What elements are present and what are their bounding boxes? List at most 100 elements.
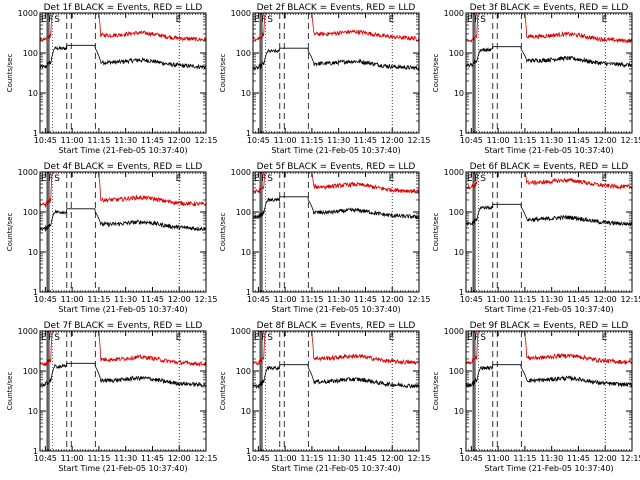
plot-frame (252, 330, 420, 452)
x-tick-label: 11:45 (354, 136, 377, 145)
x-tick-label: 12:00 (594, 136, 617, 145)
e-marker-label-left: E (41, 174, 47, 184)
x-tick-label: 11:45 (141, 295, 164, 304)
x-tick-label: 10:45 (247, 454, 270, 463)
y-axis-label: Counts/sec (6, 372, 14, 411)
x-tick-label: 10:45 (34, 295, 57, 304)
y-tick-label: 10 (28, 407, 38, 416)
x-tick-label: 10:45 (460, 136, 483, 145)
e-marker-label-left: E (467, 333, 473, 343)
s-marker-label: S (267, 174, 273, 184)
y-tick-label: 100 (23, 49, 38, 58)
plot-frame (465, 12, 633, 134)
panel-title: Det 1f BLACK = Events, RED = LLD (44, 3, 203, 13)
x-axis-label: Start Time (21-Feb-05 10:37:40) (58, 146, 187, 155)
y-tick-label: 1000 (444, 168, 464, 177)
x-tick-label: 11:00 (274, 136, 297, 145)
x-tick-label: 11:30 (114, 136, 137, 145)
x-tick-label: 11:00 (274, 295, 297, 304)
panel-title: Det 9f BLACK = Events, RED = LLD (470, 321, 629, 331)
panel-title: Det 8f BLACK = Events, RED = LLD (257, 321, 416, 331)
x-tick-label: 12:00 (168, 454, 191, 463)
events-series-line (253, 47, 419, 72)
y-tick-label: 100 (449, 367, 464, 376)
events-series-line (40, 44, 206, 70)
panel-title: Det 5f BLACK = Events, RED = LLD (257, 162, 416, 172)
x-tick-label: 11:30 (540, 454, 563, 463)
x-tick-label: 12:00 (168, 136, 191, 145)
y-axis-label: Counts/sec (432, 54, 440, 93)
e-marker-label: E (602, 15, 608, 25)
s-marker-label: S (480, 15, 486, 25)
x-tick-label: 11:15 (87, 295, 110, 304)
lld-series-line (253, 172, 419, 195)
panel-title: Det 7f BLACK = Events, RED = LLD (44, 321, 203, 331)
plot-frame (39, 330, 207, 452)
panel-det-7: Det 7f BLACK = Events, RED = LLD Counts/s… (6, 321, 218, 473)
x-tick-label: 11:00 (487, 136, 510, 145)
x-tick-label: 12:00 (168, 295, 191, 304)
x-axis-label: Start Time (21-Feb-05 10:37:40) (58, 305, 187, 314)
e-marker-label: E (602, 174, 608, 184)
x-tick-label: 11:15 (513, 295, 536, 304)
y-tick-label: 1000 (444, 9, 464, 18)
y-tick-label: 10 (241, 89, 251, 98)
y-tick-label: 100 (449, 49, 464, 58)
x-tick-label: 11:15 (300, 454, 323, 463)
x-tick-label: 11:30 (540, 295, 563, 304)
y-tick-label: 1 (33, 447, 38, 456)
x-tick-label: 12:00 (381, 295, 404, 304)
panel-det-1: Det 1f BLACK = Events, RED = LLD Counts/s… (6, 3, 218, 155)
panel-title: Det 2f BLACK = Events, RED = LLD (257, 3, 416, 13)
e-marker-label-left: E (467, 174, 473, 184)
y-axis-label: Counts/sec (432, 372, 440, 411)
x-tick-label: 11:00 (487, 295, 510, 304)
panel-title: Det 6f BLACK = Events, RED = LLD (470, 162, 629, 172)
x-tick-label: 11:45 (354, 454, 377, 463)
x-tick-label: 11:30 (114, 295, 137, 304)
x-axis-label: Start Time (21-Feb-05 10:37:40) (484, 305, 613, 314)
plot-frame (39, 171, 207, 293)
x-tick-label: 12:15 (620, 454, 640, 463)
x-tick-label: 10:45 (247, 136, 270, 145)
x-axis-label: Start Time (21-Feb-05 10:37:40) (484, 464, 613, 473)
x-tick-label: 10:45 (460, 295, 483, 304)
e-marker-label-left: E (254, 333, 260, 343)
events-series-line (40, 208, 206, 232)
lld-series-line (253, 13, 419, 41)
flare-marker-label: F (261, 15, 266, 25)
x-tick-label: 11:30 (327, 454, 350, 463)
lld-series-line (466, 331, 632, 366)
e-marker-label-left: E (41, 333, 47, 343)
x-tick-label: 12:15 (194, 295, 217, 304)
x-tick-label: 11:45 (567, 295, 590, 304)
s-marker-label: S (480, 174, 486, 184)
x-tick-label: 11:30 (327, 295, 350, 304)
x-tick-label: 10:45 (460, 454, 483, 463)
y-tick-label: 10 (454, 407, 464, 416)
lld-series-line (466, 13, 632, 44)
panel-title: Det 3f BLACK = Events, RED = LLD (470, 3, 629, 13)
x-tick-label: 10:45 (34, 454, 57, 463)
y-tick-label: 10 (28, 89, 38, 98)
y-tick-label: 1000 (18, 9, 38, 18)
e-marker-label-left: E (467, 15, 473, 25)
y-tick-label: 1000 (444, 327, 464, 336)
x-tick-label: 11:00 (61, 295, 84, 304)
x-tick-label: 12:15 (620, 295, 640, 304)
s-marker-label: S (54, 174, 60, 184)
y-tick-label: 1000 (231, 168, 251, 177)
x-tick-label: 11:00 (61, 136, 84, 145)
events-series-line (40, 362, 206, 388)
flare-marker-label: F (261, 333, 266, 343)
x-tick-label: 10:45 (34, 136, 57, 145)
y-tick-label: 1 (459, 447, 464, 456)
x-tick-label: 10:45 (247, 295, 270, 304)
x-tick-label: 11:15 (300, 295, 323, 304)
x-tick-label: 11:00 (487, 454, 510, 463)
s-marker-label: S (480, 333, 486, 343)
x-tick-label: 11:00 (61, 454, 84, 463)
lld-series-line (253, 331, 419, 366)
x-tick-label: 11:45 (567, 454, 590, 463)
panel-det-3: Det 3f BLACK = Events, RED = LLD Counts/s… (432, 3, 640, 155)
